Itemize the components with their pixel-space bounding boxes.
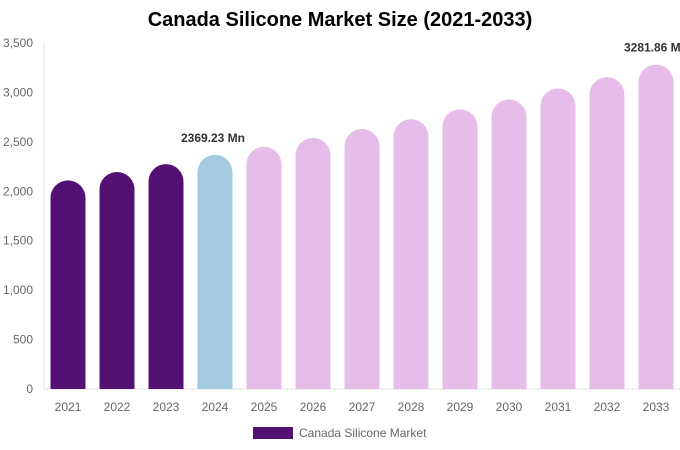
bar-2032 [589, 77, 625, 389]
y-tick-label: 1,000 [3, 283, 33, 297]
bar-2021 [50, 180, 86, 389]
bar-2033 [638, 64, 674, 389]
x-tick-label: 2025 [251, 400, 278, 414]
y-tick-label: 3,500 [3, 36, 33, 50]
bar-2026 [295, 137, 331, 389]
x-tick-label: 2021 [55, 400, 82, 414]
x-tick-label: 2022 [104, 400, 131, 414]
x-tick-label: 2026 [300, 400, 327, 414]
data-label: 3281.86 Mn [624, 41, 680, 55]
bar-2023 [148, 164, 184, 389]
y-tick-label: 3,000 [3, 85, 33, 99]
x-tick-label: 2027 [349, 400, 376, 414]
bar-2024 [197, 154, 233, 389]
chart-title: Canada Silicone Market Size (2021-2033) [147, 9, 533, 31]
bar-2029 [442, 109, 478, 389]
y-tick-label: 2,000 [3, 184, 33, 198]
y-tick-label: 1,500 [3, 234, 33, 248]
x-tick-label: 2024 [202, 400, 229, 414]
x-tick-label: 2033 [643, 400, 670, 414]
bar-2022 [99, 172, 135, 389]
y-tick-label: 500 [13, 333, 33, 347]
legend-swatch [253, 427, 293, 439]
x-tick-label: 2028 [398, 400, 425, 414]
legend: Canada Silicone Market [253, 426, 426, 440]
data-label: 2369.23 Mn [181, 131, 245, 145]
bar-2025 [246, 146, 282, 389]
x-tick-label: 2029 [447, 400, 474, 414]
x-tick-label: 2032 [594, 400, 621, 414]
bar-2030 [491, 99, 527, 389]
x-tick-label: 2031 [545, 400, 572, 414]
y-tick-label: 0 [26, 382, 33, 396]
legend-label: Canada Silicone Market [299, 426, 427, 440]
y-tick-label: 2,500 [3, 135, 33, 149]
bar-2027 [344, 129, 380, 389]
x-tick-label: 2023 [153, 400, 180, 414]
bar-2028 [393, 119, 429, 390]
bar-2031 [540, 88, 576, 389]
x-tick-label: 2030 [496, 400, 523, 414]
